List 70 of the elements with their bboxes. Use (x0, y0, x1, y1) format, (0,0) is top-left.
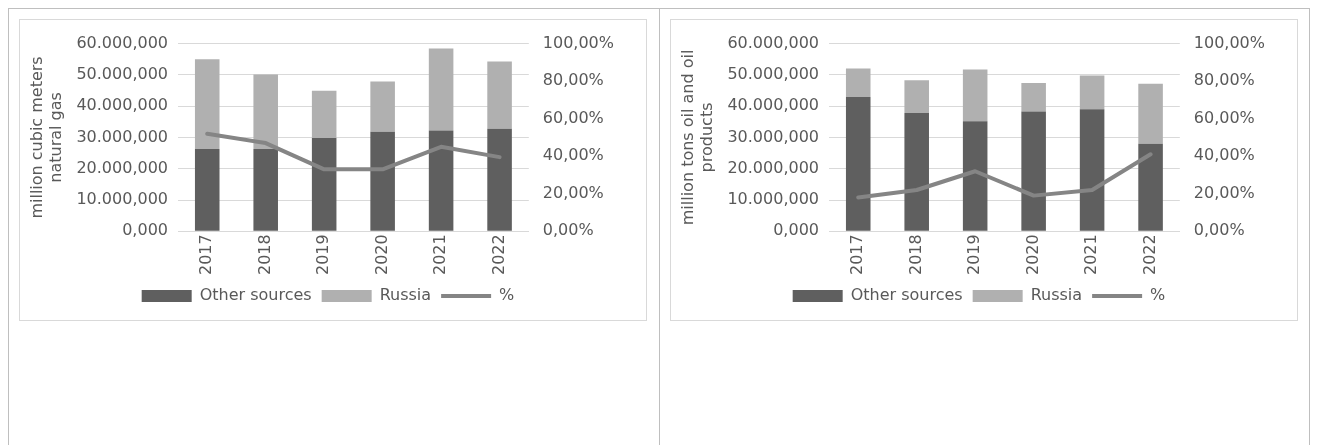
bar (903, 80, 929, 114)
bar (1020, 111, 1046, 231)
y2-tick-label: 100,00% (1193, 32, 1265, 52)
y-axis-title: million tons oil and oil products (677, 49, 716, 226)
x-tick-label: 2018 (905, 234, 925, 275)
y-tick-label: 20.000,000 (726, 157, 819, 177)
bar (845, 97, 871, 231)
legend-label: Russia (379, 285, 432, 305)
y2-tick-label: 100,00% (542, 32, 614, 52)
bar (903, 113, 929, 231)
legend-label: Other sources (850, 285, 963, 305)
y-tick-label: 30.000,000 (726, 126, 819, 146)
bar (962, 69, 987, 122)
y-axis-title: million cubic meters natural gas (26, 56, 65, 219)
legend-label: % (1149, 285, 1165, 305)
x-tick-label: 2022 (488, 234, 508, 275)
y-tick-label: 10.000,000 (76, 189, 168, 209)
y2-tick-label: 0,00% (1193, 220, 1245, 240)
legend-label: Other sources (199, 285, 312, 305)
x-tick-label: 2019 (963, 234, 983, 275)
bar (194, 149, 220, 231)
legend-label: % (499, 285, 515, 305)
bar (311, 138, 337, 231)
y2-tick-label: 20,00% (1193, 182, 1255, 202)
bar (311, 90, 337, 139)
y-tick-label: 60.000,000 (726, 32, 819, 52)
y2-tick-label: 40,00% (1193, 145, 1255, 165)
x-tick-label: 2020 (1022, 234, 1042, 275)
y2-tick-label: 0,00% (542, 220, 594, 240)
bar (253, 149, 278, 231)
bar (370, 81, 395, 132)
y2-tick-label: 80,00% (1193, 70, 1255, 90)
y-tick-label: 50.000,000 (726, 64, 819, 84)
y-tick-label: 60.000,000 (76, 32, 168, 52)
x-tick-label: 2020 (371, 234, 391, 275)
y-tick-label: 40.000,000 (726, 95, 819, 115)
legend-label: Russia (1030, 285, 1082, 305)
bar (962, 121, 987, 231)
x-tick-label: 2022 (1139, 234, 1159, 275)
y2-tick-label: 20,00% (542, 182, 604, 202)
y-tick-label: 20.000,000 (76, 157, 168, 177)
x-tick-label: 2018 (254, 234, 274, 275)
x-tick-label: 2019 (313, 234, 333, 275)
bar (428, 130, 454, 231)
y-tick-label: 40.000,000 (76, 95, 168, 115)
y2-tick-label: 40,00% (542, 145, 604, 165)
x-tick-label: 2017 (196, 234, 216, 275)
x-tick-label: 2021 (430, 234, 450, 275)
bar (370, 131, 395, 231)
bar (1020, 83, 1046, 112)
bar (845, 68, 871, 98)
y-tick-label: 0,000 (122, 220, 168, 240)
x-tick-label: 2021 (1080, 234, 1100, 275)
bar (487, 61, 512, 129)
y2-tick-label: 80,00% (542, 70, 604, 90)
y-tick-label: 0,000 (772, 220, 819, 240)
y2-tick-label: 60,00% (1193, 107, 1255, 127)
bar (1079, 75, 1104, 110)
bar (428, 48, 454, 131)
y-tick-label: 10.000,000 (726, 189, 819, 209)
bar (1137, 143, 1163, 231)
bar (1137, 83, 1163, 144)
bar (194, 59, 220, 150)
y-tick-label: 30.000,000 (76, 126, 168, 146)
y2-tick-label: 60,00% (542, 107, 604, 127)
x-tick-label: 2017 (846, 234, 866, 275)
bar (1079, 109, 1104, 231)
bar (253, 74, 278, 150)
y-tick-label: 50.000,000 (76, 64, 168, 84)
bar (487, 128, 512, 231)
